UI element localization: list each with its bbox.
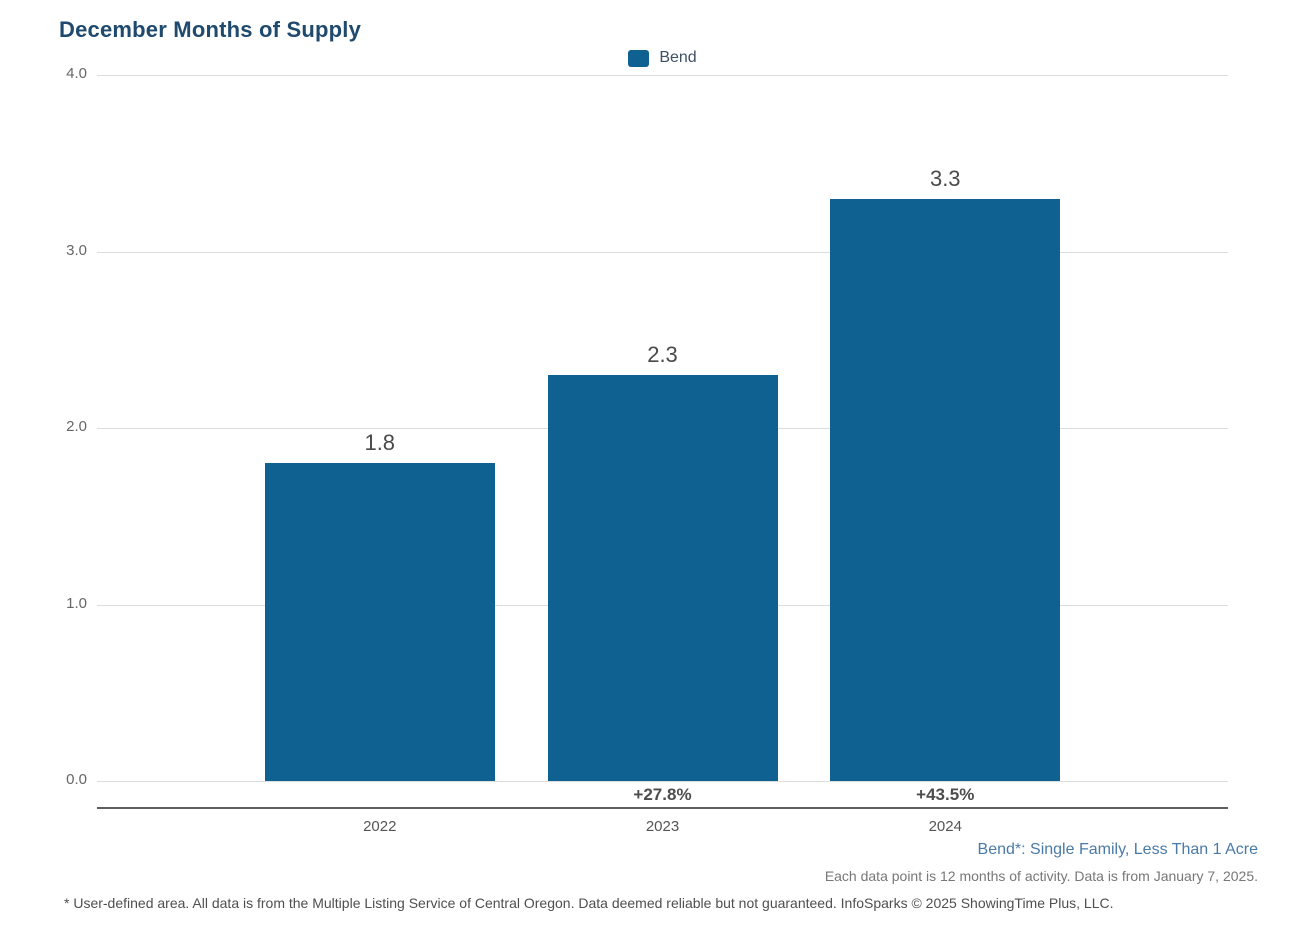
segment-footnote[interactable]: Bend*: Single Family, Less Than 1 Acre (977, 841, 1258, 858)
chart-title: December Months of Supply (59, 17, 362, 42)
pct-change-label-2023: +27.8% (633, 785, 692, 804)
gridline-3.0 (97, 251, 1228, 253)
bar-value-label-2024: 3.3 (929, 165, 961, 191)
gridline-4.0 (97, 75, 1228, 76)
y-tick-label-4.0: 4.0 (66, 65, 87, 82)
y-tick-label-1.0: 1.0 (66, 594, 87, 612)
plot-area: 4.0 3.0 2.0 1.0 0.0 1.8 2.3 3.3 (66, 65, 1228, 788)
gridline-0.0 (97, 781, 1228, 782)
x-tick-label-2022: 2022 (363, 818, 397, 835)
y-tick-label-2.0: 2.0 (66, 418, 87, 435)
legend: Bend (97, 49, 1228, 67)
x-tick-label-2023: 2023 (645, 818, 680, 835)
bar-2022[interactable] (264, 463, 495, 781)
bar-value-label-2023: 2.3 (647, 342, 678, 368)
bar-2023[interactable] (547, 375, 778, 781)
bar-2024[interactable] (830, 198, 1061, 781)
x-tick-label-2024: 2024 (928, 818, 962, 835)
y-tick-label-3.0: 3.0 (66, 241, 87, 259)
legend-swatch-bend (628, 49, 650, 67)
disclaimer-footnote: * User-defined area. All data is from th… (64, 895, 1114, 911)
legend-label-bend[interactable]: Bend (659, 49, 697, 66)
data-range-footnote: Each data point is 12 months of activity… (824, 868, 1258, 884)
x-axis-line (97, 807, 1228, 809)
bar-value-label-2022: 1.8 (364, 430, 396, 456)
pct-change-label-2024: +43.5% (916, 785, 975, 804)
y-tick-label-0.0: 0.0 (66, 771, 87, 788)
